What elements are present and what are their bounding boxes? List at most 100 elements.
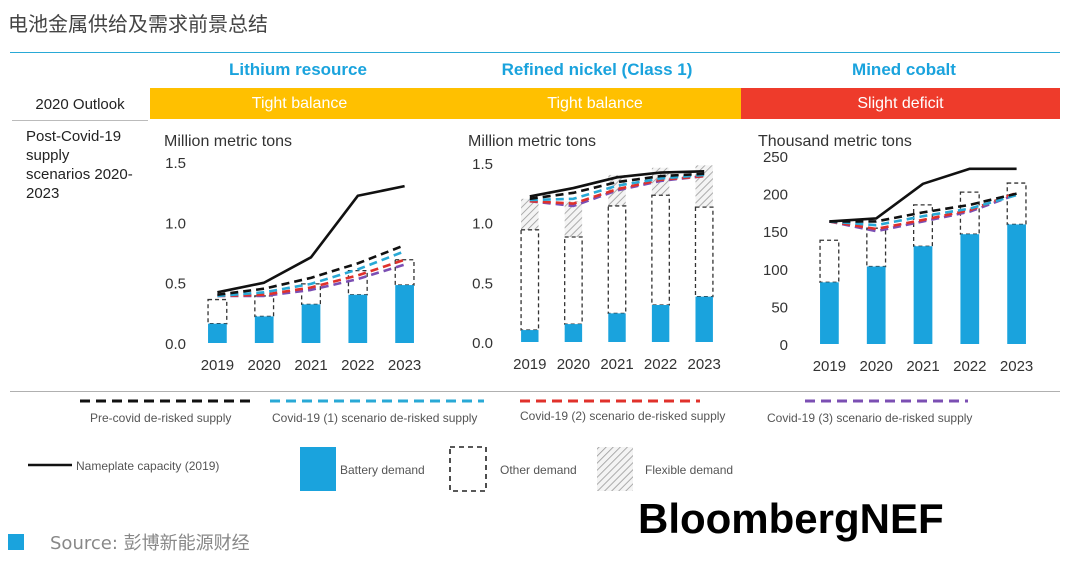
- legend-covid2-label: Covid-19 (2) scenario de-risked supply: [520, 409, 726, 423]
- column-header-cobalt: Mined cobalt: [852, 60, 956, 79]
- covid1-line: [217, 250, 406, 298]
- battery-demand-bar: [608, 313, 626, 342]
- scenarios-row-label: Post-Covid-19 supply scenarios 2020-2023: [26, 128, 133, 202]
- legend-covid3-label: Covid-19 (3) scenario de-risked supply: [767, 411, 973, 425]
- other-demand-bar: [207, 298, 228, 325]
- y-tick-label: 0.5: [472, 275, 493, 292]
- battery-demand-bar: [301, 304, 321, 343]
- nameplate-line: [529, 170, 705, 198]
- battery-demand-bar: [564, 324, 583, 342]
- other-demand-bar: [607, 205, 627, 315]
- other-demand-bar: [394, 259, 415, 286]
- y-tick-label: 0.0: [165, 336, 186, 353]
- x-tick-label: 2021: [906, 358, 939, 375]
- battery-demand-bar: [820, 282, 839, 344]
- nameplate-line: [829, 167, 1017, 223]
- x-tick-label: 2021: [294, 357, 327, 374]
- x-tick-label: 2019: [513, 356, 546, 373]
- legend-divider: [10, 391, 1060, 392]
- battery-demand-bar: [651, 305, 670, 342]
- other-demand-bar: [866, 227, 887, 268]
- y-axis-label: Thousand metric tons: [758, 133, 912, 150]
- column-header-nickel: Refined nickel (Class 1): [501, 60, 693, 79]
- x-tick-label: 2020: [248, 357, 281, 374]
- battery-demand-bar: [521, 330, 539, 342]
- y-axis-label: Million metric tons: [164, 133, 292, 150]
- y-tick-label: 0.5: [165, 276, 186, 293]
- legend-nameplate-label: Nameplate capacity (2019): [76, 459, 220, 473]
- other-demand-bar: [912, 204, 934, 247]
- precovid-line: [529, 172, 705, 201]
- covid1-line: [529, 173, 705, 202]
- outlook-band-nickel: Tight balance: [449, 88, 741, 119]
- y-tick-label: 0: [780, 337, 788, 354]
- y-axis-label: Million metric tons: [468, 133, 596, 150]
- battery-demand-bar: [1007, 224, 1026, 344]
- flexible-demand-bar: [521, 198, 539, 230]
- other-demand-bar: [694, 206, 714, 298]
- battery-demand-bar: [348, 294, 368, 343]
- outlook-row-label: 2020 Outlook: [12, 90, 148, 121]
- chart-cobalt: Thousand metric tons 0 50 100 150 200 250 2019 2…: [758, 133, 1033, 375]
- covid3-line: [829, 193, 1018, 233]
- legend-precovid-label: Pre-covid de-risked supply: [90, 411, 232, 425]
- legend-other-label: Other demand: [500, 463, 577, 477]
- x-tick-label: 2022: [953, 358, 986, 375]
- y-tick-label: 1.0: [165, 215, 186, 232]
- x-tick-label: 2022: [341, 357, 374, 374]
- x-tick-label: 2019: [201, 357, 234, 374]
- other-demand-bar: [564, 236, 583, 325]
- chart-nickel: Million metric tons 0.0 0.5 1.0 1.5 2019 2020 2…: [468, 133, 721, 373]
- legend-other-swatch: [449, 446, 487, 492]
- y-tick-label: 1.0: [472, 216, 493, 233]
- legend-flexible-label: Flexible demand: [645, 463, 734, 477]
- x-tick-label: 2019: [813, 358, 846, 375]
- legend-flexible-swatch: [597, 447, 633, 491]
- other-demand-bar: [254, 295, 275, 318]
- legend-battery-label: Battery demand: [340, 463, 425, 477]
- y-tick-label: 50: [771, 299, 788, 316]
- charts-area: Million metric tons 0.0 0.5 1.0 1.5 2019 2020 2…: [164, 133, 1033, 375]
- top-divider: [10, 52, 1060, 53]
- battery-demand-bar: [913, 246, 933, 344]
- outlook-band-lithium: Tight balance: [150, 88, 449, 119]
- column-header-lithium: Lithium resource: [229, 60, 367, 79]
- source-note: Source: 彭博新能源财经: [50, 533, 250, 554]
- x-tick-label: 2022: [644, 356, 677, 373]
- flexible-demand-bar: [564, 201, 583, 237]
- source-marker-icon: [8, 534, 24, 550]
- battery-demand-bar: [695, 296, 713, 342]
- y-tick-label: 1.5: [165, 155, 186, 172]
- legend-battery-swatch: [300, 447, 336, 491]
- battery-demand-bar: [208, 323, 227, 343]
- legend: [28, 399, 968, 492]
- other-demand-bar: [520, 229, 540, 331]
- legend-covid1-label: Covid-19 (1) scenario de-risked supply: [272, 411, 478, 425]
- precovid-line: [217, 244, 406, 297]
- battery-demand-bar: [254, 316, 274, 343]
- nameplate-line: [217, 184, 405, 294]
- other-demand-bar: [1006, 182, 1027, 226]
- other-demand-bar: [819, 239, 840, 283]
- outlook-band-cobalt: Slight deficit: [741, 88, 1060, 119]
- covid1-line: [829, 193, 1017, 227]
- y-tick-label: 0.0: [472, 335, 493, 352]
- battery-demand-bar: [395, 285, 414, 343]
- x-tick-label: 2023: [388, 357, 421, 374]
- x-tick-label: 2021: [600, 356, 633, 373]
- x-tick-label: 2023: [688, 356, 721, 373]
- other-demand-bar: [651, 194, 670, 306]
- page-title: 电池金属供给及需求前景总结: [8, 12, 268, 36]
- battery-demand-bar: [960, 234, 980, 344]
- y-tick-label: 200: [763, 187, 788, 204]
- y-tick-label: 100: [763, 262, 788, 279]
- battery-demand-bar: [866, 266, 886, 344]
- y-tick-label: 250: [763, 149, 788, 166]
- x-tick-label: 2020: [557, 356, 590, 373]
- x-tick-label: 2023: [1000, 358, 1033, 375]
- y-tick-label: 1.5: [472, 156, 493, 173]
- chart-lithium: Million metric tons 0.0 0.5 1.0 1.5 2019 2020 2…: [164, 133, 421, 374]
- precovid-line: [829, 192, 1017, 223]
- brand-logo: BloombergNEF: [638, 495, 944, 542]
- x-tick-label: 2020: [860, 358, 893, 375]
